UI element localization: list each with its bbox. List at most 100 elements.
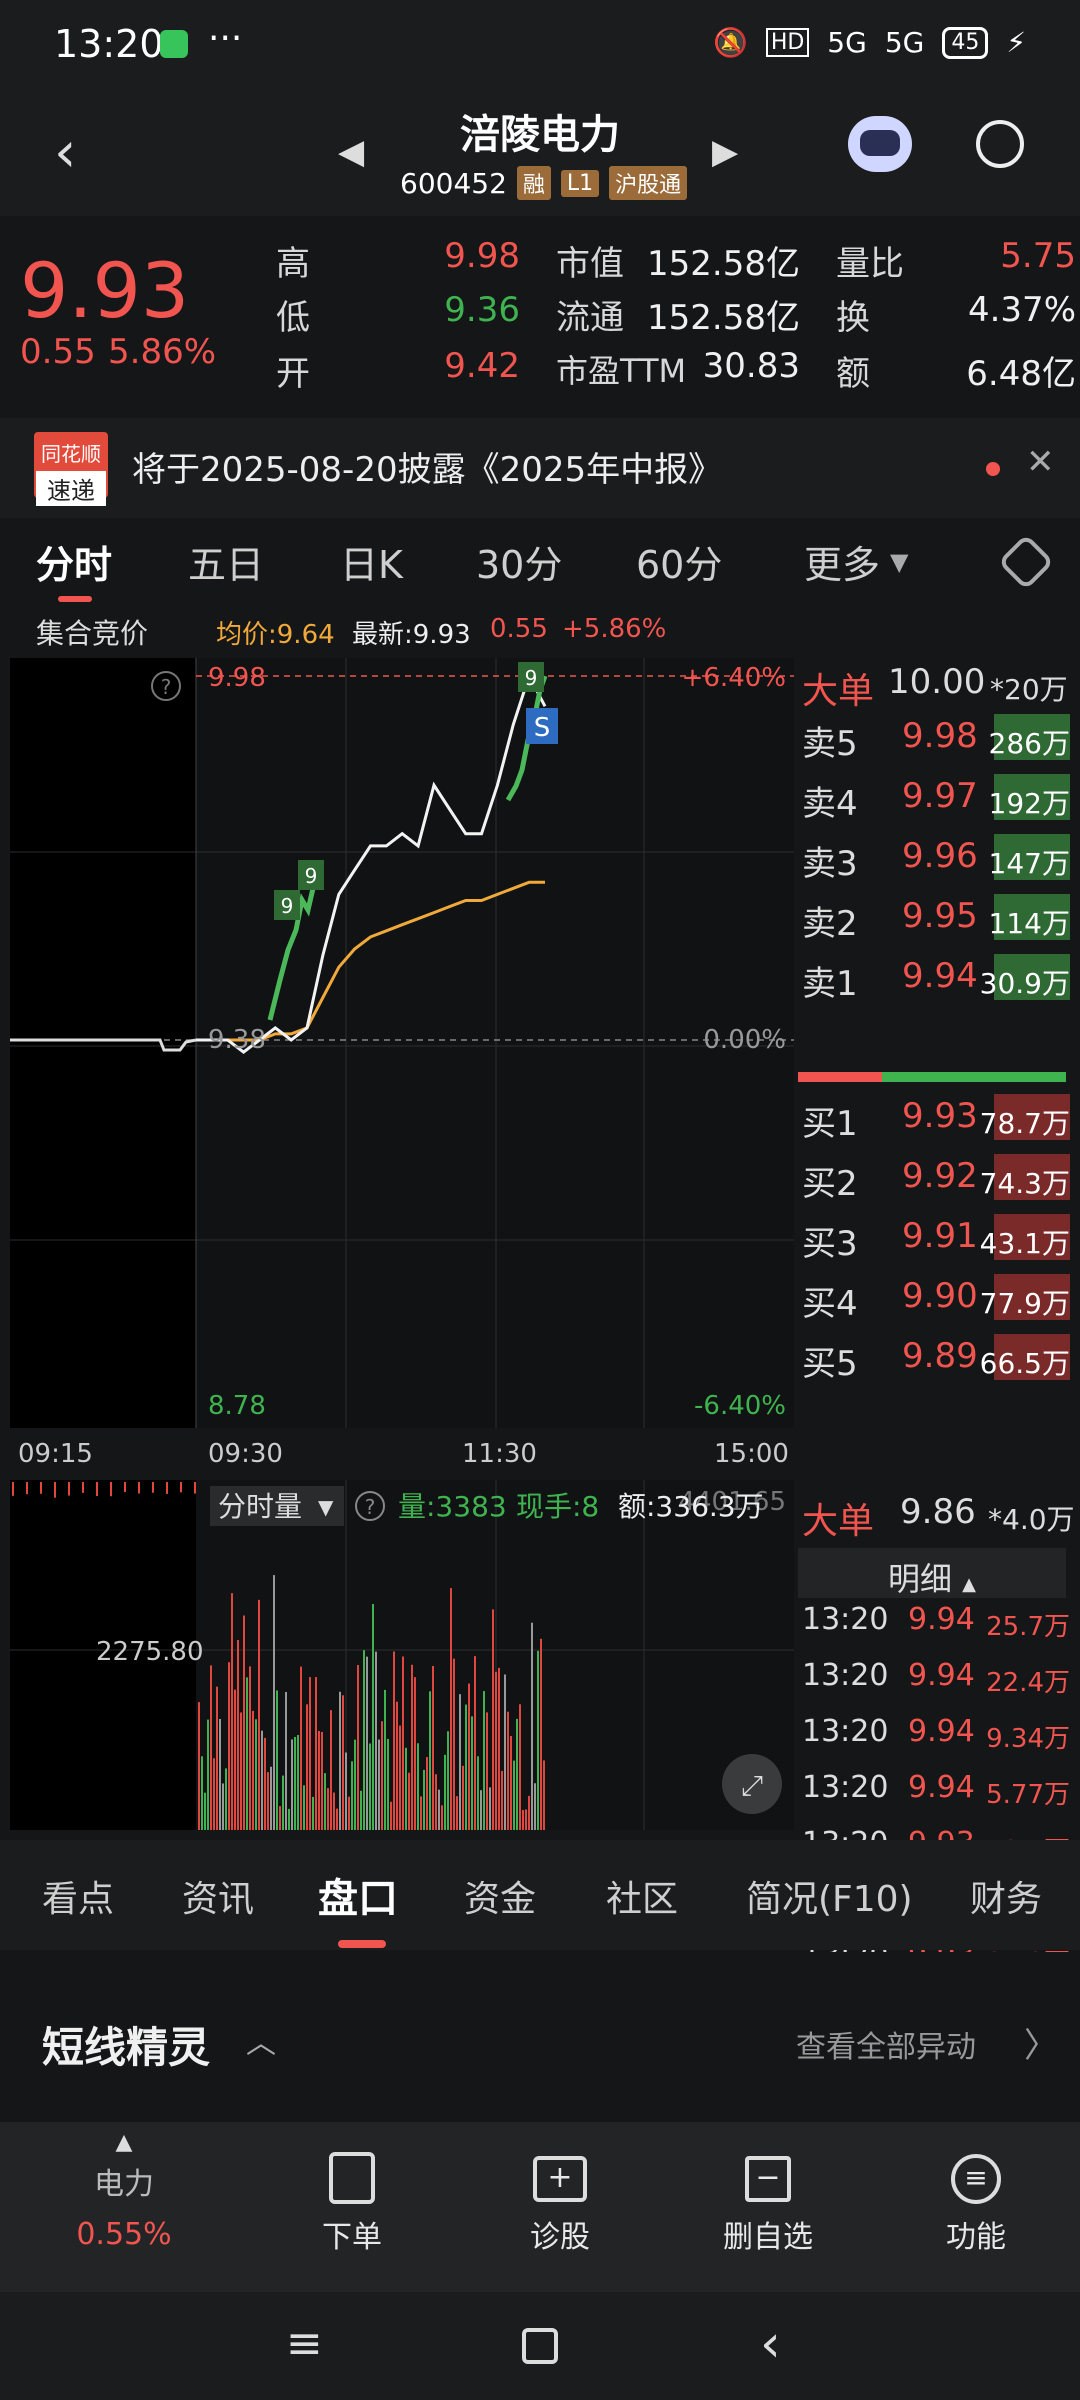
chevron-down-icon[interactable]: ▼: [890, 548, 909, 576]
tick-price: 9.94: [908, 1714, 975, 1749]
axis-top-pct: +6.40%: [682, 663, 786, 693]
tab-funds[interactable]: 资金: [464, 1879, 537, 1920]
volume-bar: [219, 1718, 221, 1830]
ask-row[interactable]: 卖1 9.94 30.9万: [798, 950, 1074, 1006]
fullscreen-button[interactable]: [722, 1754, 782, 1814]
tab-daily-k[interactable]: 日K: [340, 543, 403, 587]
help-icon[interactable]: [151, 671, 181, 701]
vol-indicator-select[interactable]: [210, 1486, 344, 1526]
settings-icon[interactable]: [997, 533, 1055, 591]
next-stock-icon[interactable]: ▶: [712, 132, 739, 172]
ask-label: 卖1: [802, 964, 858, 1004]
charging-icon: ⚡: [1006, 26, 1026, 59]
bid-row[interactable]: 买2 9.92 74.3万: [798, 1150, 1074, 1206]
amount-label: 额: [836, 354, 870, 394]
tab-profile[interactable]: 简况(F10): [746, 1879, 913, 1920]
bid-row[interactable]: 买4 9.90 77.9万: [798, 1270, 1074, 1326]
diagnose-button[interactable]: + 诊股: [460, 2152, 660, 2256]
bid-row[interactable]: 买5 9.89 66.5万: [798, 1330, 1074, 1386]
menu-icon[interactable]: ≡: [286, 2318, 323, 2369]
tab-community[interactable]: 社区: [606, 1879, 679, 1920]
volume-bar: [204, 1792, 206, 1830]
volume-bar: [231, 1593, 233, 1830]
vr-value: 5.75: [1000, 236, 1076, 276]
sector-pct: 0.55%: [76, 2217, 172, 2252]
auction-volume-bar: [138, 1482, 140, 1494]
sector-button[interactable]: ▲ 电力 0.55%: [24, 2130, 224, 2252]
robot-assistant-icon[interactable]: [848, 116, 912, 172]
notice-banner[interactable]: 同花顺 速递 将于2025-08-20披露《2025年中报》 ✕: [0, 418, 1080, 518]
volume-bar: [333, 1792, 335, 1830]
volume-bar: [525, 1809, 527, 1830]
volume-bar: [420, 1796, 422, 1830]
tab-orderbook[interactable]: 盘口: [318, 1876, 398, 1922]
volume-bar: [378, 1739, 380, 1830]
volume-bar: [354, 1739, 356, 1830]
chevron-up-icon: ▲: [962, 1574, 977, 1595]
volume-bar: [318, 1730, 320, 1830]
prev-stock-icon[interactable]: ◀: [338, 132, 365, 172]
battery-icon: 45: [942, 26, 989, 59]
tab-60min[interactable]: 60分: [636, 543, 723, 587]
open-label: 开: [276, 354, 310, 394]
ask-row[interactable]: 卖3 9.96 147万: [798, 830, 1074, 886]
big-buy-label: 大单: [802, 1501, 875, 1542]
chart-svg[interactable]: 9.98 +6.40% 9.38 0.00% 8.78 -6.40% ? 9 9…: [0, 650, 1080, 1830]
tab-intraday[interactable]: 分时: [36, 543, 113, 587]
tab-more[interactable]: 更多: [804, 543, 881, 587]
chevron-right-icon[interactable]: 〉: [1024, 2026, 1058, 2066]
back-nav-icon[interactable]: ‹: [760, 2314, 781, 2374]
back-icon[interactable]: ‹: [54, 120, 77, 185]
ask-row[interactable]: 卖5 9.98 286万: [798, 710, 1074, 766]
collapse-icon[interactable]: ︿: [246, 2026, 276, 2061]
auction-volume-bar: [54, 1482, 56, 1498]
remove-fav-button[interactable]: − 删自选: [668, 2152, 868, 2256]
tick-price: 9.94: [908, 1602, 975, 1637]
tab-news[interactable]: 资讯: [182, 1879, 255, 1920]
buy-marker-3[interactable]: [518, 662, 544, 692]
ask-vol-bar: [994, 714, 1070, 760]
volume-bar: [303, 1785, 305, 1830]
volume-bar: [474, 1656, 476, 1830]
order-button[interactable]: 下单: [252, 2152, 452, 2256]
wechat-icon: [160, 30, 188, 58]
tab-highlights[interactable]: 看点: [42, 1879, 115, 1920]
price-grid: [10, 658, 794, 1428]
rally-segment-1: [267, 883, 317, 1021]
bid-row[interactable]: 买1 9.93 78.7万: [798, 1090, 1074, 1146]
sector-name: 电力: [94, 2167, 154, 2202]
buy-marker-1[interactable]: [274, 890, 300, 920]
vol-help-icon[interactable]: [355, 1491, 385, 1521]
search-icon[interactable]: [976, 120, 1024, 168]
volume-bar: [255, 1719, 257, 1830]
vol-auction-bg: [10, 1480, 196, 1830]
float-value: 152.58亿: [647, 298, 800, 338]
close-icon[interactable]: ✕: [1026, 442, 1055, 482]
tab-finance[interactable]: 财务: [970, 1879, 1043, 1920]
volume-bar: [423, 1769, 425, 1830]
tick-time: 13:20: [802, 1602, 889, 1637]
diagnose-icon: +: [533, 2156, 587, 2202]
bid-row[interactable]: 买3 9.91 43.1万: [798, 1210, 1074, 1266]
order-label: 下单: [322, 2220, 382, 2255]
ask-row[interactable]: 卖4 9.97 192万: [798, 770, 1074, 826]
tab-five-day[interactable]: 五日: [188, 543, 265, 587]
tick-price: 9.94: [908, 1658, 975, 1693]
auction-volume-bar: [40, 1482, 42, 1494]
ask-label: 卖2: [802, 904, 858, 944]
volume-bar: [447, 1731, 449, 1830]
notice-text[interactable]: 将于2025-08-20披露《2025年中报》: [132, 450, 723, 490]
home-icon[interactable]: [522, 2328, 558, 2364]
buy-marker-2[interactable]: [298, 860, 324, 890]
functions-button[interactable]: ≡ 功能: [876, 2152, 1076, 2256]
volume-bar: [339, 1691, 341, 1830]
sell-marker[interactable]: [526, 708, 558, 744]
ask-row[interactable]: 卖2 9.95 114万: [798, 890, 1074, 946]
latest-change-pct: +5.86%: [562, 614, 667, 644]
volume-bar: [516, 1718, 518, 1830]
detail-toggle[interactable]: 明细 ▲: [798, 1548, 1066, 1598]
view-all-link[interactable]: 查看全部异动: [796, 2030, 976, 2065]
tab-30min[interactable]: 30分: [476, 543, 563, 587]
tick-time: 13:20: [802, 1770, 889, 1805]
vr-label: 量比: [836, 244, 904, 284]
